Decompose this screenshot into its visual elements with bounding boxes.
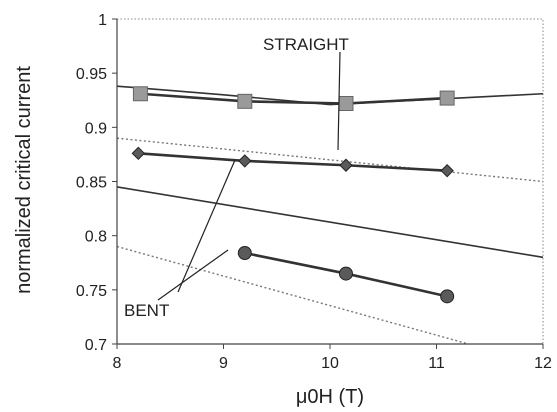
x-tick-label: 8 <box>113 355 122 372</box>
data-point-diamond <box>131 146 146 161</box>
markers-layer <box>131 86 455 304</box>
fit-lines <box>116 85 544 345</box>
y-axis-title: normalized critical current <box>13 66 35 294</box>
ticks-layer: 8 9 10 11 12 0.7 0.75 0.8 0.85 0.9 0.95 1 <box>76 12 552 372</box>
x-tick-label: 12 <box>534 355 552 372</box>
x-tick-label: 11 <box>428 355 445 372</box>
plot-area <box>116 18 544 345</box>
annotation-bent-pointer-1 <box>177 159 236 293</box>
fit-line-3 <box>116 186 544 259</box>
fit-line-2 <box>116 137 544 183</box>
x-axis-title: μ0H (T) <box>296 386 364 408</box>
data-point-circle <box>237 246 252 260</box>
y-tick-label: 0.8 <box>85 229 107 246</box>
fit-line-4 <box>116 245 469 345</box>
data-point-circle <box>338 266 353 281</box>
data-point-diamond <box>339 158 353 172</box>
data-point-circle <box>440 289 455 304</box>
series-line-1 <box>140 92 448 105</box>
y-tick-label: 0.7 <box>85 337 107 354</box>
series-layer <box>138 92 448 298</box>
data-point-diamond <box>238 154 252 168</box>
y-tick-label: 0.9 <box>85 120 107 137</box>
annotation-bent-pointer-2 <box>157 249 229 301</box>
x-tick-label: 10 <box>321 355 339 372</box>
y-tick-label: 0.75 <box>76 283 107 300</box>
y-tick-label: 0.95 <box>76 66 107 83</box>
y-tick-label: 1 <box>98 12 107 29</box>
y-tick-label: 0.85 <box>76 175 107 192</box>
annotation-straight: STRAIGHT <box>263 35 349 54</box>
data-point-square <box>439 90 455 106</box>
data-point-square <box>338 96 354 111</box>
fit-line-1 <box>116 85 544 106</box>
annotation-bent: BENT <box>124 301 169 320</box>
annotation-straight-pointer <box>337 51 341 151</box>
series-line-2 <box>138 152 448 172</box>
annotation-arrows <box>157 51 341 301</box>
data-point-square <box>132 86 148 102</box>
x-tick-label: 9 <box>219 355 228 372</box>
data-point-diamond <box>440 163 454 178</box>
data-point-square <box>237 93 253 109</box>
